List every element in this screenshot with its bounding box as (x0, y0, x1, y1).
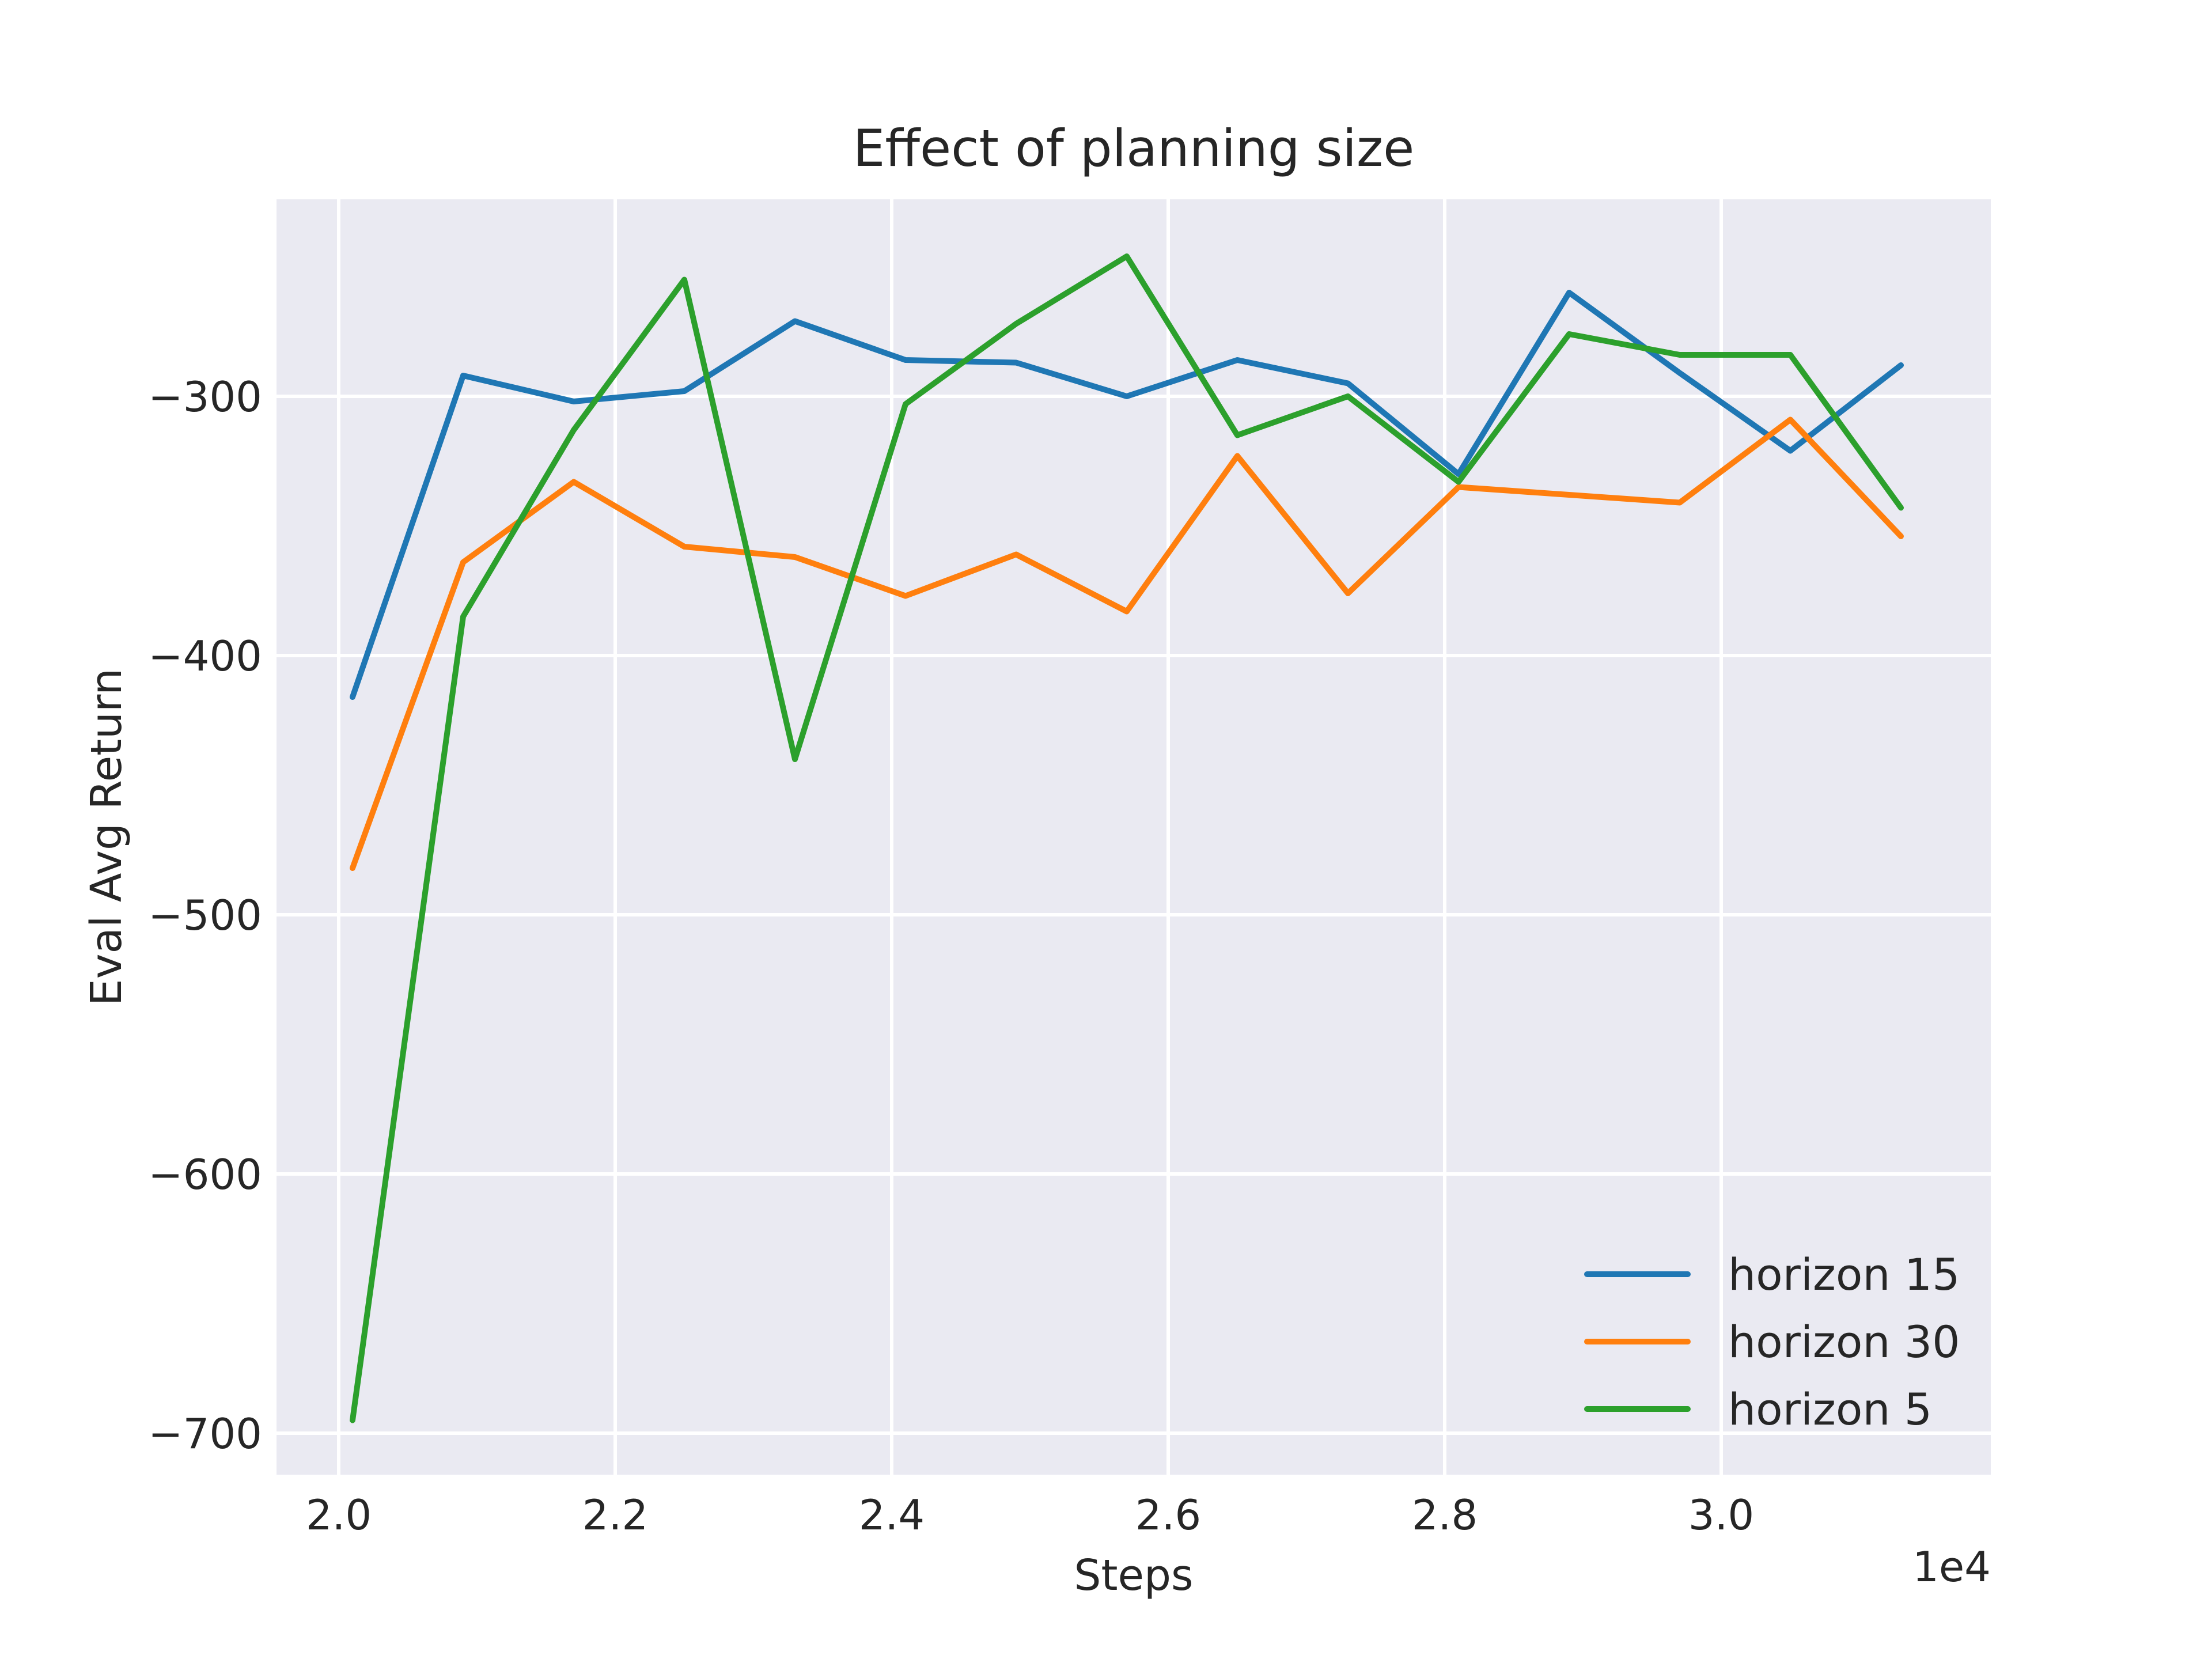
legend-label: horizon 5 (1728, 1384, 1932, 1435)
legend-label: horizon 30 (1728, 1316, 1960, 1368)
chart-title: Effect of planning size (853, 119, 1415, 178)
y-tick-label: −500 (148, 891, 262, 940)
y-tick-label: −300 (148, 373, 262, 421)
x-tick-label: 2.0 (306, 1491, 372, 1539)
y-tick-label: −400 (148, 632, 262, 680)
x-tick-label: 2.2 (582, 1491, 649, 1539)
series-lines (350, 253, 1904, 1423)
legend: horizon 15 horizon 30 horizon 5 (1584, 1249, 1960, 1435)
y-axis-label: Eval Avg Return (82, 668, 131, 1006)
x-axis-label: Steps (1074, 1551, 1193, 1600)
x-tick-label: 2.6 (1135, 1491, 1202, 1539)
series-line-horizon-5 (350, 253, 1904, 1423)
grid-lines (276, 199, 1991, 1475)
x-tick-label: 3.0 (1688, 1491, 1755, 1539)
y-tick-label: −700 (148, 1410, 262, 1458)
x-offset-label: 1e4 (1912, 1543, 1991, 1591)
x-tick-label: 2.4 (859, 1491, 925, 1539)
tick-labels: 2.0 2.2 2.4 2.6 2.8 3.0 −300 −400 −500 −600 −700 (148, 373, 1754, 1539)
series-line-horizon-30 (350, 416, 1904, 871)
y-tick-label: −600 (148, 1150, 262, 1199)
plot-background (276, 199, 1991, 1475)
x-tick-label: 2.8 (1412, 1491, 1478, 1539)
legend-label: horizon 15 (1728, 1249, 1960, 1300)
